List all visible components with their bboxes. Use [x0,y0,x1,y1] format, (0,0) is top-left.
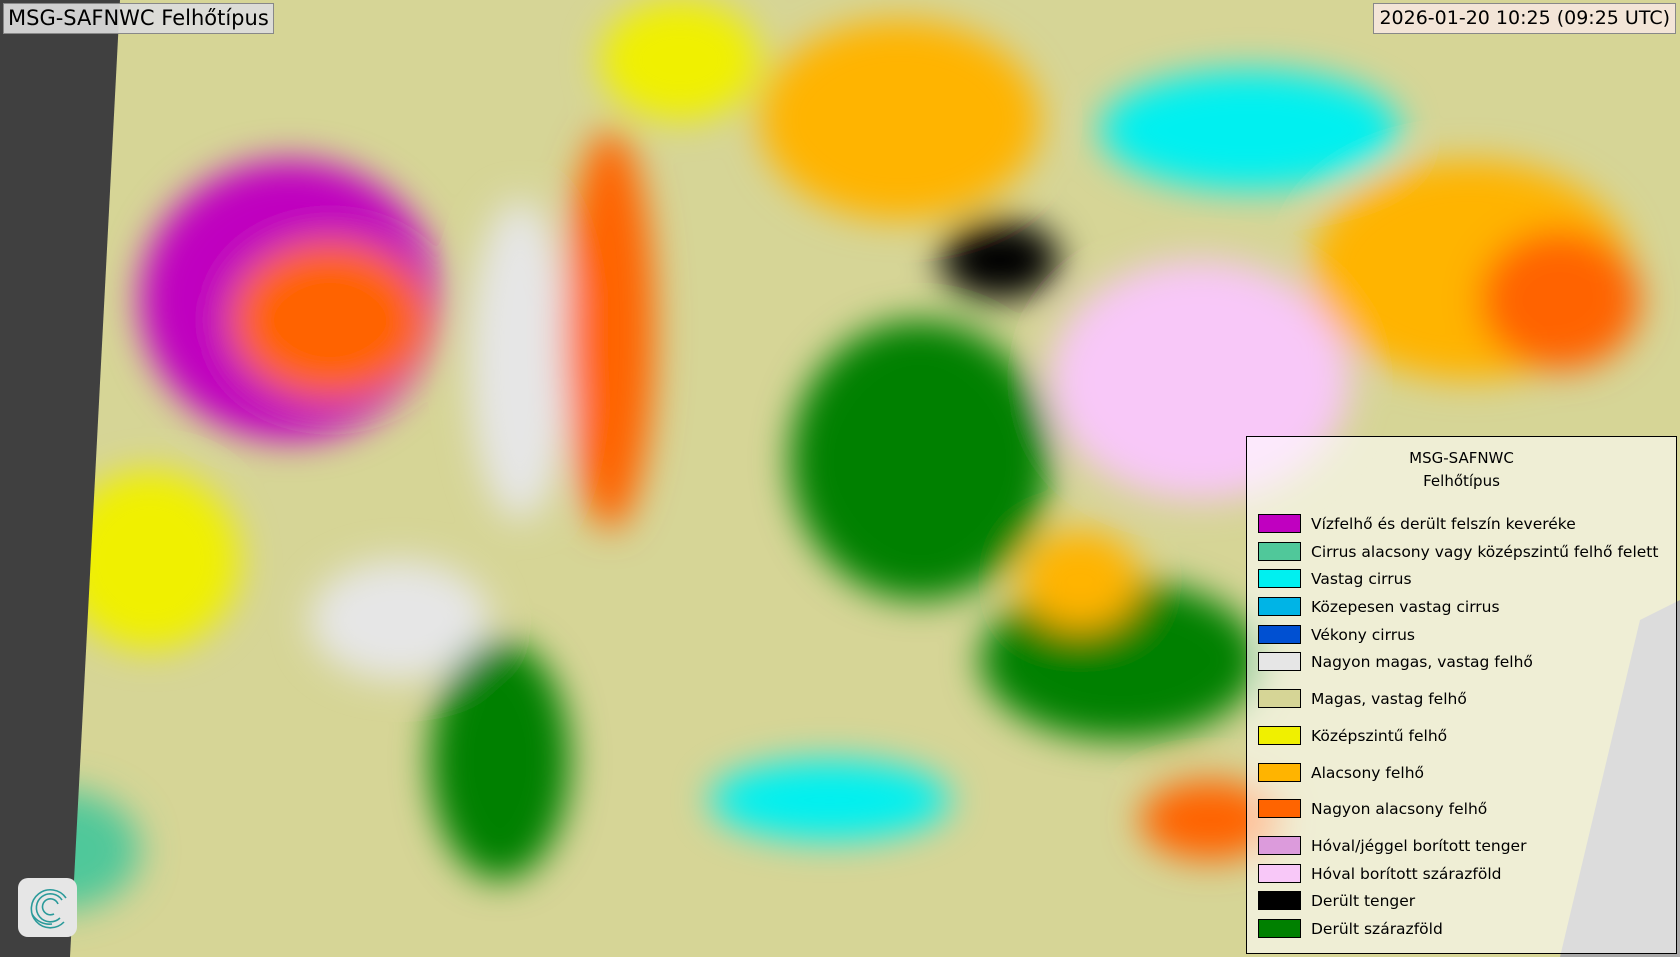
legend-item: Hóval borított szárazföld [1258,864,1502,883]
legend-item: Magas, vastag felhő [1258,689,1467,708]
legend-swatch [1258,726,1301,745]
timestamp: 2026-01-20 10:25 (09:25 UTC) [1373,3,1676,34]
legend-label: Hóval/jéggel borított tenger [1311,836,1527,855]
legend-swatch [1258,652,1301,671]
legend-label: Magas, vastag felhő [1311,689,1467,708]
legend-item: Vastag cirrus [1258,569,1412,588]
legend-item: Közepesen vastag cirrus [1258,597,1500,616]
legend-label: Derült szárazföld [1311,919,1443,938]
legend-label: Vízfelhő és derült felszín keveréke [1311,514,1576,533]
legend-item: Hóval/jéggel borított tenger [1258,836,1526,855]
spiral-logo-icon [18,878,77,937]
legend-swatch [1258,919,1301,938]
legend-label: Közepesen vastag cirrus [1311,597,1500,616]
legend-item: Vízfelhő és derült felszín keveréke [1258,514,1576,533]
legend-label: Derült tenger [1311,891,1416,910]
legend-item: Nagyon magas, vastag felhő [1258,652,1533,671]
legend-item: Középszintű felhő [1258,726,1447,745]
legend-label: Nagyon alacsony felhő [1311,799,1488,818]
legend-label: Nagyon magas, vastag felhő [1311,652,1533,671]
legend-swatch [1258,569,1301,588]
legend-item: Cirrus alacsony vagy középszintű felhő f… [1258,542,1658,561]
legend-swatch [1258,625,1301,644]
legend-label: Vastag cirrus [1311,569,1412,588]
legend-swatch [1258,514,1301,533]
legend-item: Derült tenger [1258,891,1415,910]
legend-swatch [1258,836,1301,855]
legend-swatch [1258,763,1301,782]
legend-item: Nagyon alacsony felhő [1258,799,1487,818]
map-title: MSG-SAFNWC Felhőtípus [3,3,274,34]
legend: MSG-SAFNWC Felhőtípus Vízfelhő és derült… [1246,436,1677,954]
legend-label: Hóval borított szárazföld [1311,864,1502,883]
legend-swatch [1258,864,1301,883]
legend-swatch [1258,597,1301,616]
legend-label: Cirrus alacsony vagy középszintű felhő f… [1311,542,1659,561]
legend-label: Középszintű felhő [1311,726,1448,745]
legend-swatch [1258,891,1301,910]
legend-item: Alacsony felhő [1258,763,1424,782]
legend-item: Vékony cirrus [1258,625,1415,644]
legend-label: Vékony cirrus [1311,625,1415,644]
legend-item: Derült szárazföld [1258,919,1443,938]
legend-swatch [1258,542,1301,561]
legend-swatch [1258,799,1301,818]
legend-label: Alacsony felhő [1311,763,1425,782]
legend-title: MSG-SAFNWC [1409,449,1514,467]
legend-swatch [1258,689,1301,708]
legend-subtitle: Felhőtípus [1423,472,1500,490]
